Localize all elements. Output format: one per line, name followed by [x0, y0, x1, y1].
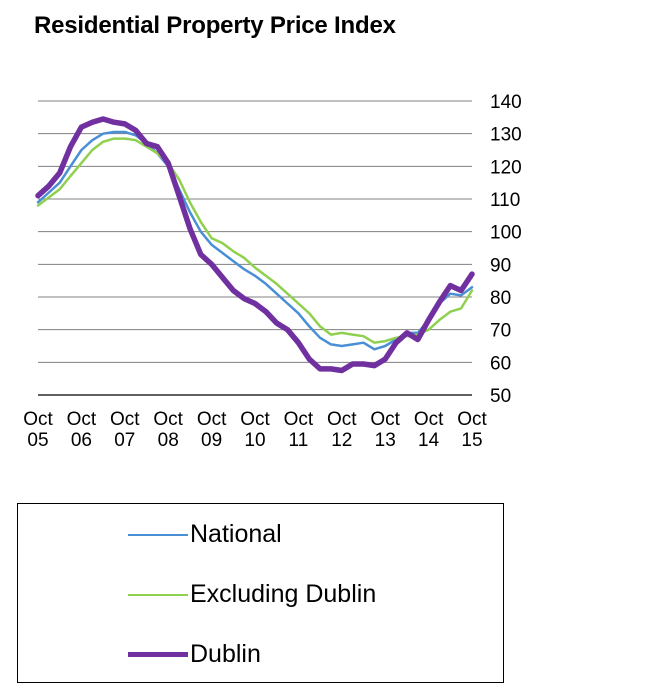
legend: National Excluding Dublin Dublin: [17, 503, 504, 683]
x-tick-label-7-bottom: 12: [331, 430, 352, 451]
y-tick-label-90: 90: [490, 255, 511, 276]
x-tick-label-10-top: Oct: [457, 409, 487, 430]
series-line-excluding-dublin: [36, 137, 474, 344]
y-tick-label-70: 70: [490, 321, 511, 342]
series-lines: [35, 116, 475, 374]
x-axis-tick-labels: Oct05Oct06Oct07Oct08Oct09Oct10Oct11Oct12…: [23, 409, 487, 451]
x-tick-label-9-bottom: 14: [418, 430, 440, 451]
series-line-dublin: [35, 116, 475, 374]
y-tick-label-80: 80: [490, 288, 511, 309]
legend-item-national: National: [128, 520, 282, 549]
y-tick-label-50: 50: [490, 386, 511, 407]
legend-label-dublin: Dublin: [190, 640, 261, 668]
legend-item-dublin: Dublin: [128, 640, 261, 669]
x-tick-label-5-top: Oct: [240, 409, 270, 430]
x-tick-label-0-bottom: 05: [27, 430, 48, 451]
x-tick-label-6-top: Oct: [284, 409, 314, 430]
x-tick-label-8-bottom: 13: [375, 430, 396, 451]
x-tick-label-4-top: Oct: [197, 409, 227, 430]
x-tick-label-1-bottom: 06: [71, 430, 92, 451]
y-tick-label-100: 100: [490, 223, 522, 244]
y-tick-label-130: 130: [490, 125, 522, 146]
x-tick-label-2-top: Oct: [110, 409, 140, 430]
y-tick-label-60: 60: [490, 353, 511, 374]
legend-swatch-dublin: [128, 652, 188, 657]
legend-label-national: National: [190, 520, 282, 548]
y-tick-label-110: 110: [490, 190, 520, 211]
legend-label-excluding-dublin: Excluding Dublin: [190, 580, 377, 608]
legend-swatch-national: [128, 533, 188, 536]
x-tick-label-8-top: Oct: [370, 409, 400, 430]
x-tick-label-3-bottom: 08: [158, 430, 179, 451]
y-axis-tick-labels: 50 60 70 80 90 100 110 120 130 140: [490, 92, 522, 407]
x-tick-label-2-bottom: 07: [114, 430, 135, 451]
x-tick-label-5-bottom: 10: [244, 430, 265, 451]
x-tick-label-3-top: Oct: [153, 409, 183, 430]
y-tick-label-120: 120: [490, 157, 522, 178]
series-line-national: [36, 130, 474, 351]
legend-swatch-excluding-dublin: [128, 593, 188, 596]
x-tick-label-7-top: Oct: [327, 409, 357, 430]
x-tick-label-10-bottom: 15: [461, 430, 482, 451]
x-tick-label-1-top: Oct: [67, 409, 97, 430]
x-tick-label-6-bottom: 11: [289, 430, 309, 451]
x-tick-label-4-bottom: 09: [201, 430, 222, 451]
x-tick-label-9-top: Oct: [414, 409, 444, 430]
y-tick-label-140: 140: [490, 92, 522, 113]
chart-title: Residential Property Price Index: [34, 12, 396, 39]
legend-item-excluding-dublin: Excluding Dublin: [128, 580, 376, 609]
gridlines: [38, 100, 472, 396]
x-tick-label-0-top: Oct: [23, 409, 53, 430]
